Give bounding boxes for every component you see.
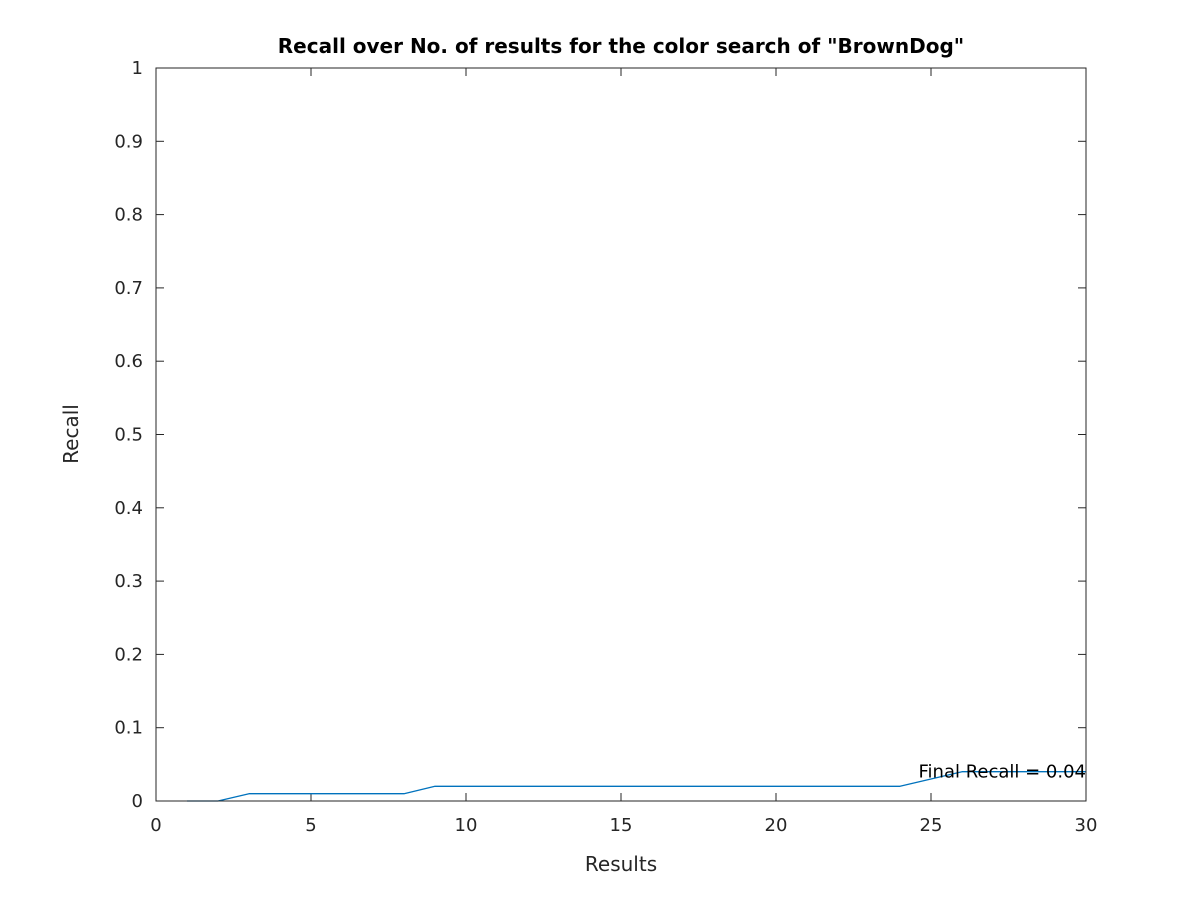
y-tick-label: 0.6 (114, 351, 143, 372)
series-layer (187, 771, 1086, 802)
y-tick-label: 1 (132, 58, 143, 79)
x-tick-label: 10 (455, 815, 478, 836)
x-tick-label: 5 (305, 815, 316, 836)
y-tick-label: 0.1 (114, 718, 143, 739)
y-tick-label: 0.2 (114, 644, 143, 665)
y-axis-ticks: 0 0.1 0.2 0.3 0.4 0.5 0.6 0.7 0.8 0.9 1 (114, 58, 1086, 812)
x-tick-label: 25 (920, 815, 943, 836)
x-axis-label: Results (585, 852, 657, 876)
x-axis-ticks: 0 5 10 15 20 25 30 (150, 68, 1097, 836)
y-tick-label: 0.4 (114, 498, 143, 519)
y-tick-label: 0.9 (114, 131, 143, 152)
y-tick-label: 0.7 (114, 278, 143, 299)
series-line-recall (187, 771, 1086, 802)
plot-frame (155, 67, 1087, 802)
x-tick-label: 20 (765, 815, 788, 836)
y-tick-label: 0.5 (114, 425, 143, 446)
x-tick-label: 0 (150, 815, 161, 836)
y-tick-label: 0 (132, 791, 143, 812)
y-tick-label: 0.8 (114, 205, 143, 226)
y-axis-label: Recall (59, 404, 83, 464)
x-tick-label: 30 (1075, 815, 1098, 836)
plot-area (156, 68, 1086, 801)
final-recall-annotation: Final Recall = 0.04 (918, 762, 1086, 783)
x-tick-label: 15 (610, 815, 633, 836)
y-tick-label: 0.3 (114, 571, 143, 592)
chart-title: Recall over No. of results for the color… (278, 34, 964, 58)
